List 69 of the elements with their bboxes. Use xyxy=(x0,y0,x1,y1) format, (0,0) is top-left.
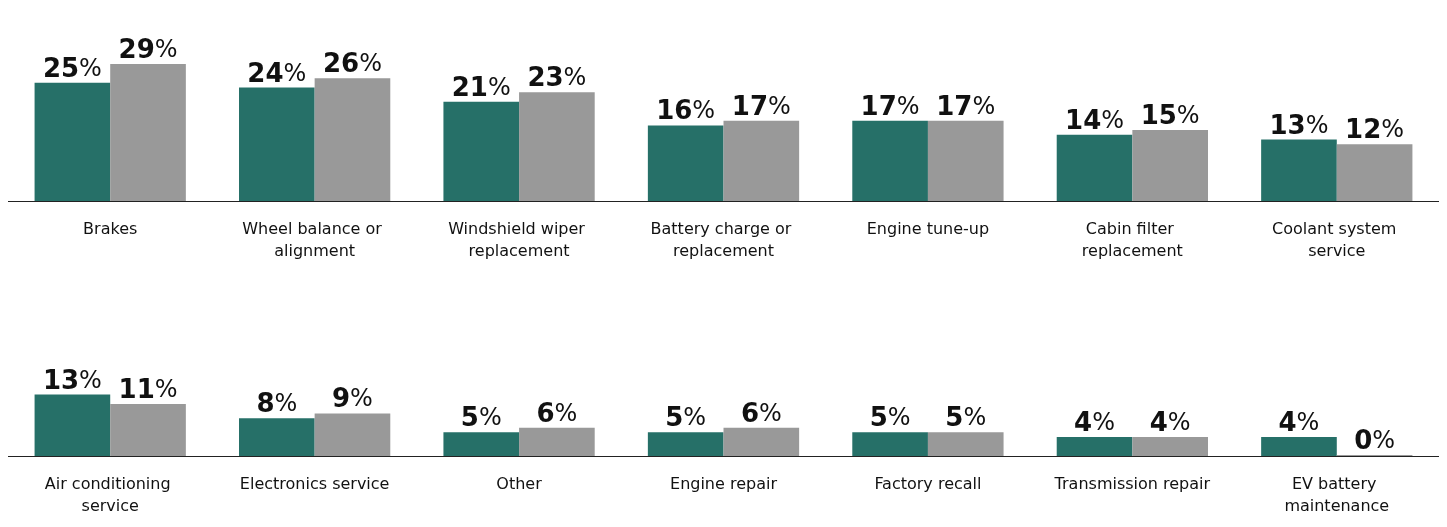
x-tick-label: Factory recall xyxy=(874,473,982,493)
data-label: 14% xyxy=(1065,104,1125,135)
bar xyxy=(443,101,520,201)
bar xyxy=(1056,134,1133,201)
data-label: 9% xyxy=(332,383,373,414)
bar xyxy=(314,78,391,201)
bar xyxy=(239,87,315,201)
data-label: 24% xyxy=(247,57,307,88)
x-tick-label: Engine repair xyxy=(670,473,778,493)
bar xyxy=(927,120,1004,201)
bar xyxy=(647,432,724,456)
data-label: 15% xyxy=(1140,100,1200,131)
bar xyxy=(1261,139,1337,201)
bar xyxy=(723,120,800,201)
data-label: 23% xyxy=(527,62,587,93)
data-label: 11% xyxy=(118,374,178,405)
bar xyxy=(314,413,391,456)
x-tick-label: Coolant system service xyxy=(1272,218,1402,260)
bar xyxy=(723,427,800,456)
bar xyxy=(34,82,111,201)
data-label: 4% xyxy=(1149,407,1191,438)
bar xyxy=(443,432,520,456)
bar xyxy=(852,120,928,201)
bar xyxy=(1056,437,1133,456)
data-label: 4% xyxy=(1074,407,1115,438)
data-label: 8% xyxy=(256,388,298,419)
bar xyxy=(110,63,186,201)
bar xyxy=(1132,437,1208,456)
data-label: 25% xyxy=(42,52,102,83)
bar xyxy=(519,427,595,456)
x-tick-label: Cabin filter replacement xyxy=(1081,218,1183,260)
x-tick-label: Windshield wiper replacement xyxy=(448,218,590,260)
data-label: 4% xyxy=(1278,407,1320,438)
data-label: 17% xyxy=(731,90,791,121)
x-tick-label: Transmission repair xyxy=(1053,473,1211,493)
x-tick-label: Wheel balance or alignment xyxy=(242,218,387,260)
x-tick-label: Air conditioning service xyxy=(44,473,176,515)
data-label: 29% xyxy=(118,33,178,64)
data-label: 5% xyxy=(945,402,987,433)
data-label: 26% xyxy=(322,48,382,79)
bar xyxy=(1336,144,1413,201)
x-tick-label: Electronics service xyxy=(239,473,390,493)
bar xyxy=(34,394,111,456)
bar xyxy=(519,92,595,201)
data-label: 5% xyxy=(869,402,911,433)
data-label: 5% xyxy=(665,402,707,433)
data-label: 16% xyxy=(656,95,716,126)
x-tick-label: Brakes xyxy=(83,218,138,238)
data-label: 13% xyxy=(1269,109,1329,140)
data-label: 6% xyxy=(536,397,578,428)
data-label: 13% xyxy=(42,364,102,395)
data-label: 12% xyxy=(1345,114,1405,145)
data-label: 17% xyxy=(936,90,996,121)
data-label: 6% xyxy=(740,397,782,428)
bar xyxy=(1261,437,1337,456)
bar xyxy=(110,404,186,456)
bar xyxy=(239,418,315,456)
data-label: 17% xyxy=(860,90,920,121)
x-tick-label: Other xyxy=(496,473,543,493)
x-tick-label: Battery charge or replacement xyxy=(650,218,797,260)
bar xyxy=(927,432,1004,456)
bar xyxy=(647,125,724,201)
bar xyxy=(852,432,928,456)
bar xyxy=(1132,130,1208,201)
data-label: 5% xyxy=(460,402,502,433)
x-tick-label: Engine tune-up xyxy=(866,218,990,238)
data-label: 0% xyxy=(1354,425,1396,455)
data-label: 21% xyxy=(451,71,511,102)
x-tick-label: EV battery maintenance xyxy=(1284,473,1390,515)
